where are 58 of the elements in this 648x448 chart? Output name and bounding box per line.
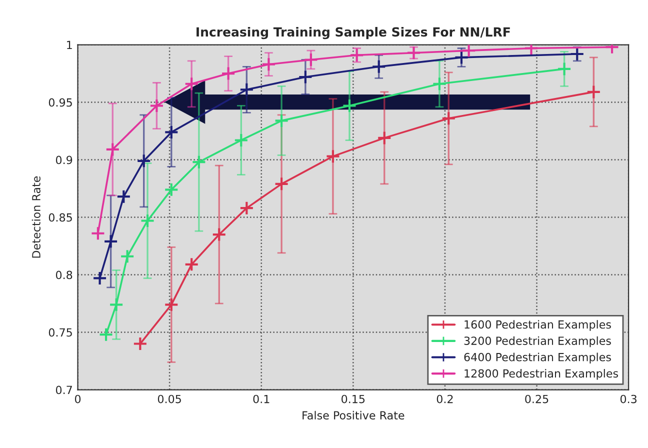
x-tick-label: 0.15 — [342, 394, 365, 404]
point — [239, 82, 254, 97]
y-tick-label: 0.75 — [48, 328, 72, 337]
point — [109, 297, 124, 312]
point — [164, 182, 179, 197]
point — [120, 249, 135, 264]
y-tick-label: 1 — [67, 40, 72, 50]
point — [104, 234, 118, 249]
x-tick-label: 0 — [74, 394, 81, 404]
point — [140, 213, 155, 228]
point — [234, 132, 248, 148]
y-tick-label: 0.9 — [56, 156, 72, 164]
point — [136, 154, 152, 168]
x-tick-label: 0.25 — [525, 394, 548, 404]
x-tick-label: 0.3 — [620, 394, 637, 404]
legend-label: 6400 Pedestrian Examples — [464, 352, 611, 364]
x-tick-label: 0.1 — [253, 394, 270, 404]
point — [105, 142, 120, 157]
point — [132, 336, 148, 352]
y-tick-label: 0.95 — [48, 98, 72, 107]
point — [298, 70, 313, 84]
point — [454, 50, 469, 65]
point — [462, 44, 476, 58]
point — [586, 84, 601, 100]
point — [239, 200, 254, 216]
point — [192, 154, 206, 170]
point — [377, 130, 392, 146]
point — [372, 59, 386, 74]
chart-title: Increasing Training Sample Sizes For NN/LRF — [196, 26, 510, 40]
point — [149, 98, 164, 114]
y-tick-label: 0.7 — [56, 386, 72, 394]
x-tick-label: 0.2 — [436, 394, 453, 404]
point — [274, 113, 289, 128]
legend-label: 3200 Pedestrian Examples — [464, 336, 611, 348]
point — [92, 270, 108, 286]
x-axis-title: False Positive Rate — [302, 410, 404, 420]
point — [441, 111, 456, 126]
y-tick-label: 0.85 — [48, 213, 72, 222]
point — [164, 297, 179, 312]
x-tick-label: 0.05 — [158, 394, 181, 404]
point — [212, 227, 226, 242]
point — [184, 76, 199, 92]
point — [304, 52, 318, 68]
point — [221, 66, 236, 81]
point — [557, 62, 572, 76]
legend-label: 1600 Pedestrian Examples — [464, 320, 611, 331]
point — [98, 327, 114, 342]
point — [164, 124, 179, 140]
point — [261, 57, 276, 72]
legend-label: 12800 Pedestrian Examples — [464, 369, 618, 380]
point — [326, 149, 340, 164]
point — [184, 257, 199, 272]
point — [342, 98, 357, 114]
y-tick-label: 0.8 — [56, 270, 72, 280]
point — [90, 226, 106, 241]
point — [274, 176, 289, 192]
y-axis-title: Detection Rate — [32, 176, 40, 258]
point — [432, 76, 447, 92]
